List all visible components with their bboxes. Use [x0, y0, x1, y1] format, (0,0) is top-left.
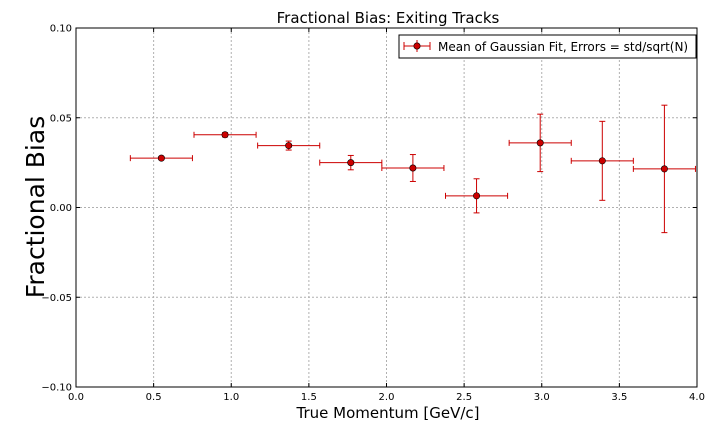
point-marker	[285, 142, 293, 150]
legend-point-marker	[413, 42, 421, 50]
x-tick-label: 1.5	[301, 392, 317, 403]
x-tick-label: 2.5	[456, 392, 472, 403]
grid-lines	[76, 28, 697, 387]
point-marker	[157, 154, 165, 162]
legend-entry: Mean of Gaussian Fit, Errors = std/sqrt(…	[438, 40, 688, 54]
data-point	[129, 154, 193, 162]
x-tick-label: 3.5	[611, 392, 627, 403]
x-tick-label: 4.0	[689, 392, 705, 403]
data-points	[129, 104, 696, 234]
point-marker	[536, 139, 544, 147]
x-tick-label: 1.0	[223, 392, 239, 403]
data-point	[444, 178, 509, 214]
data-point	[257, 140, 321, 151]
x-tick-label: 2.0	[379, 392, 395, 403]
data-point	[319, 154, 383, 171]
point-marker	[660, 165, 668, 173]
y-axis-label: Fractional Bias	[21, 116, 50, 298]
data-point	[570, 120, 634, 201]
y-tick-label: 0.00	[50, 203, 72, 214]
y-tick-label: 0.05	[50, 113, 72, 124]
x-axis-label: True Momentum [GeV/c]	[296, 404, 480, 422]
x-tick-label: 3.0	[534, 392, 550, 403]
point-marker	[409, 164, 417, 172]
x-tick-label: 0.5	[146, 392, 162, 403]
x-tick-label: 0.0	[68, 392, 84, 403]
y-tick-label: −0.05	[41, 293, 72, 304]
axes: 0.0 0.5 1.0 1.5 2.0 2.5 3.0 3.5 4.0 −0.10 −0.05 0.0…	[41, 24, 705, 404]
point-marker	[221, 131, 229, 139]
point-marker	[598, 157, 606, 165]
y-tick-label: −0.10	[41, 383, 72, 394]
point-marker	[347, 159, 355, 167]
chart-title: Fractional Bias: Exiting Tracks	[277, 9, 500, 27]
legend: Mean of Gaussian Fit, Errors = std/sqrt(…	[398, 34, 697, 59]
legend-box	[398, 34, 697, 59]
data-point	[632, 104, 696, 234]
data-point	[508, 113, 572, 173]
legend-marker	[403, 40, 431, 52]
data-point	[193, 131, 257, 139]
point-marker	[473, 192, 481, 200]
data-point	[381, 154, 445, 182]
y-tick-label: 0.10	[50, 24, 72, 35]
